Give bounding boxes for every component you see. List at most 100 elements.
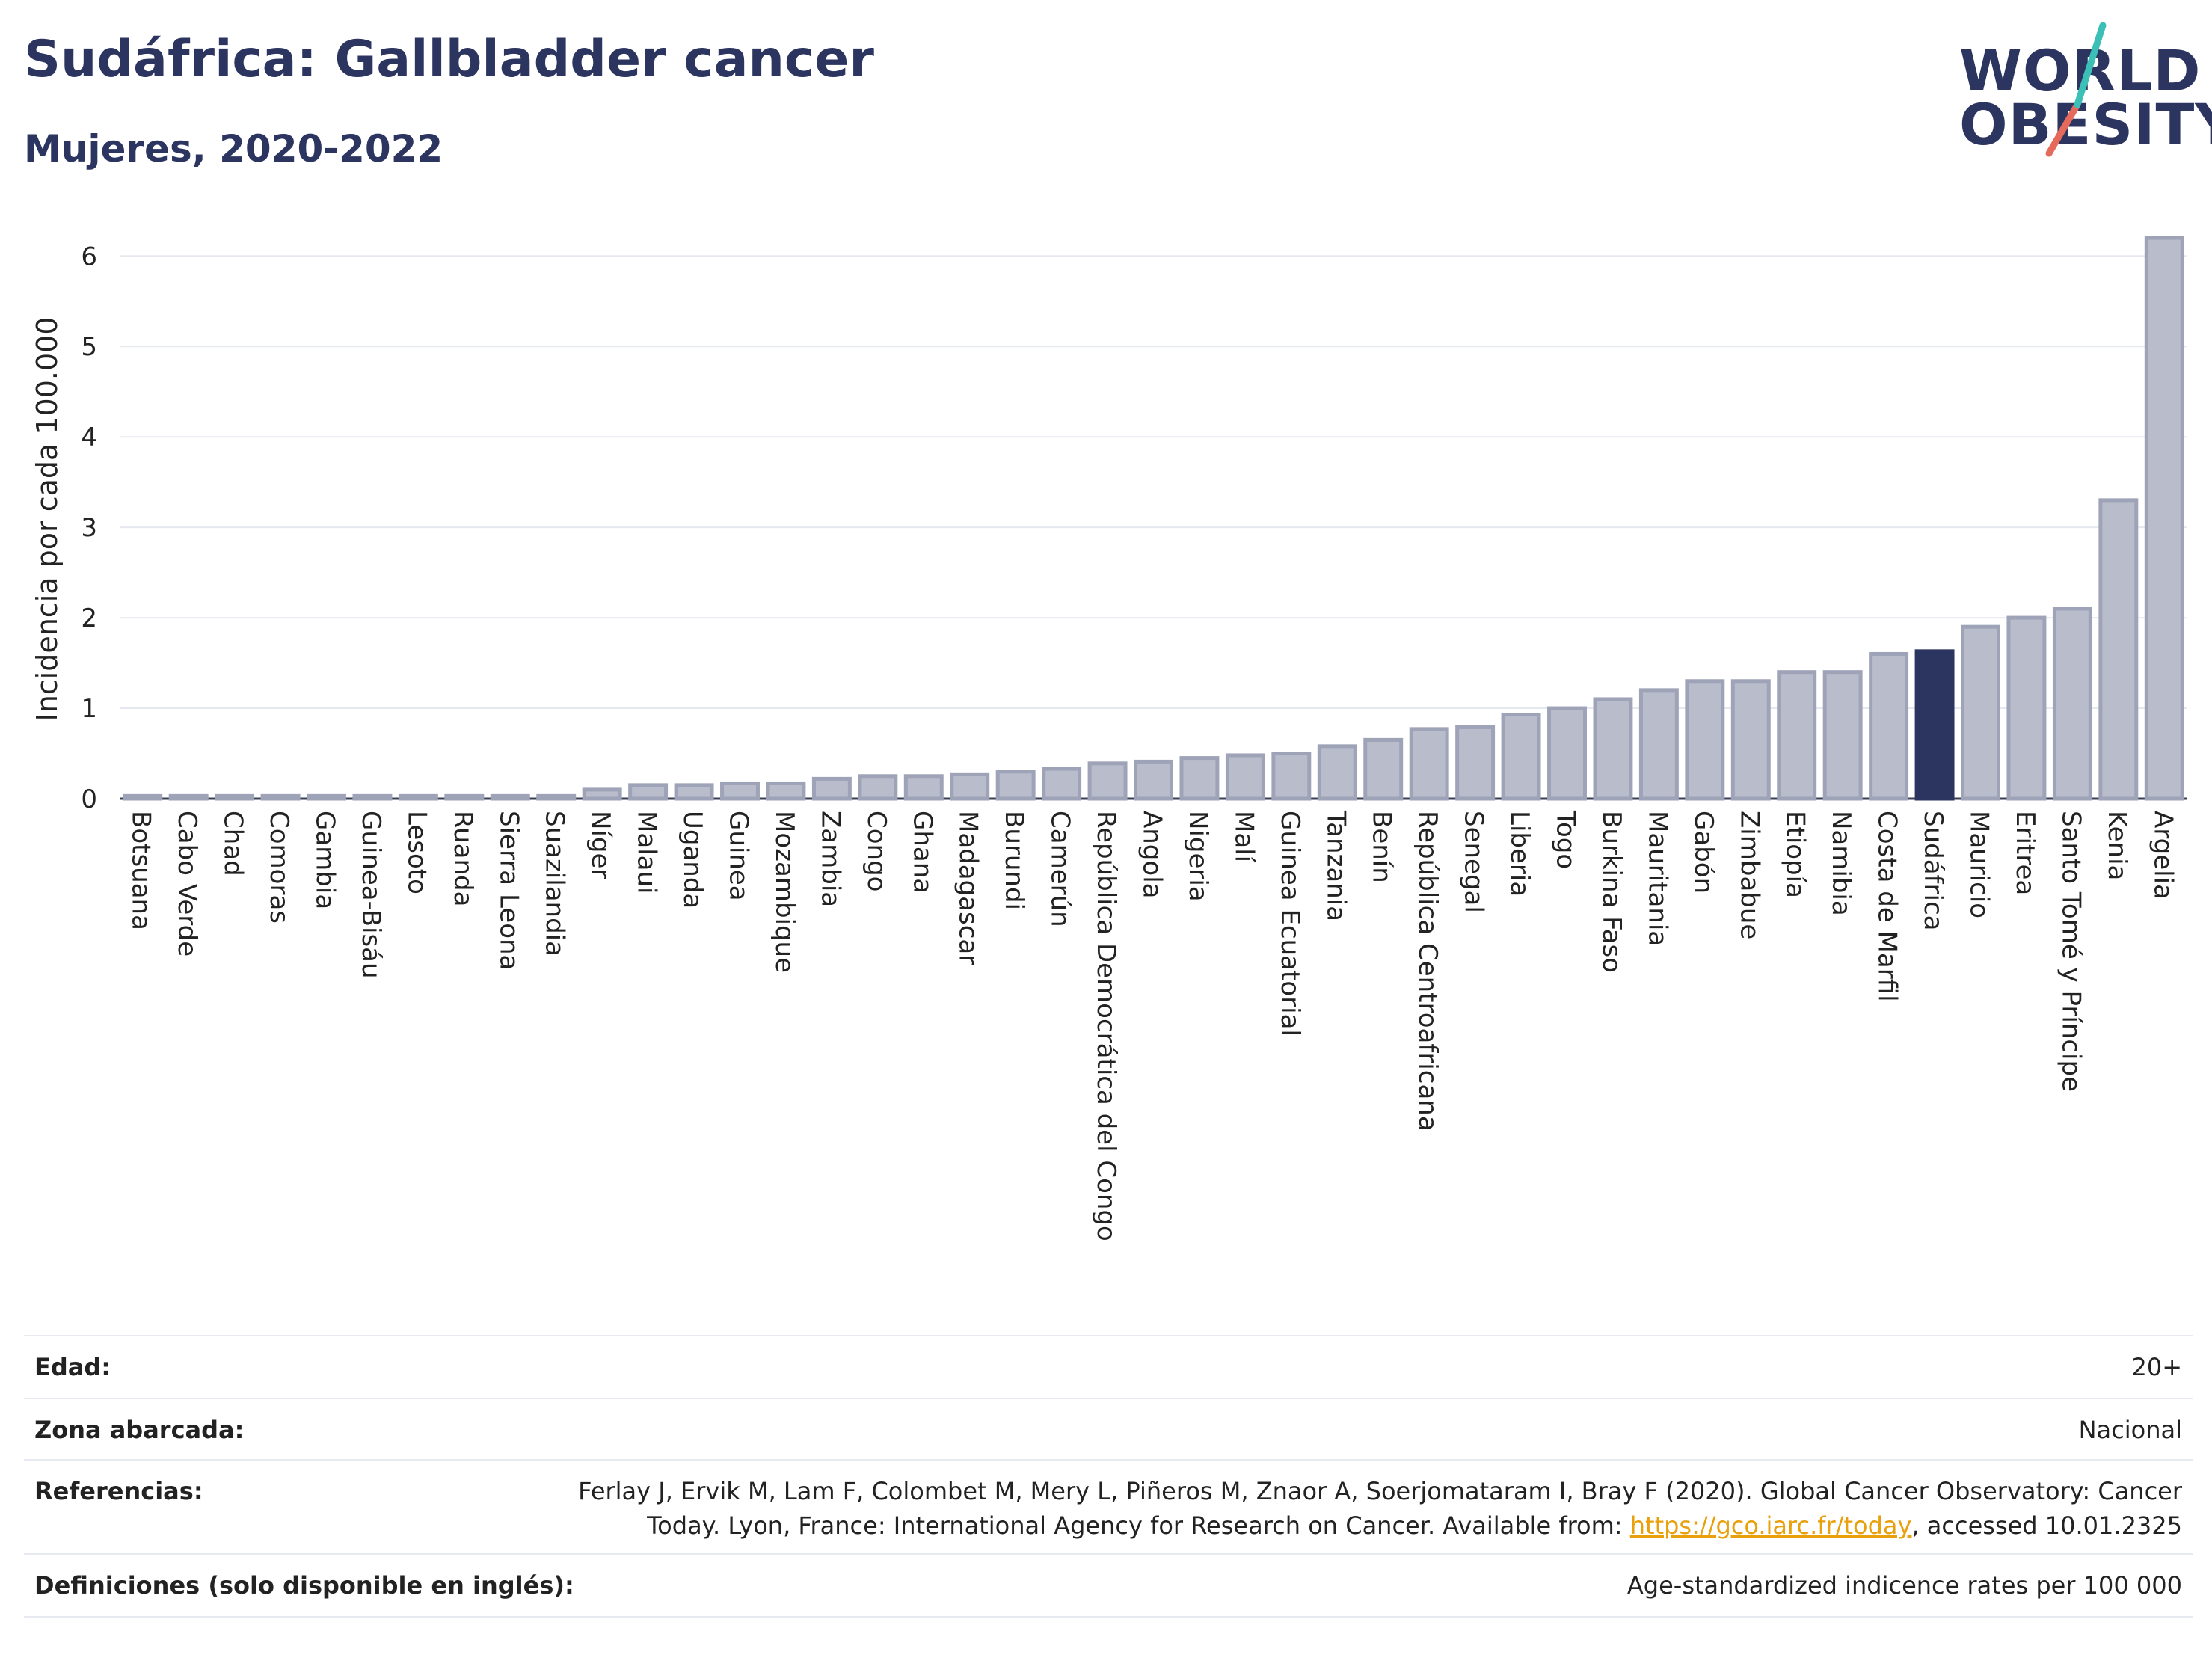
references-line-1: Ferlay J, Ervik M, Lam F, Colombet M, Me… <box>578 1477 2182 1505</box>
info-row-definitions: Definiciones (solo disponible en inglés)… <box>24 1553 2193 1618</box>
bar-25[interactable] <box>1271 752 1312 801</box>
bar-3[interactable] <box>260 793 301 801</box>
bar-34[interactable] <box>1685 679 1725 801</box>
y-tick-label: 3 <box>81 513 97 543</box>
info-label: Edad: <box>34 1353 111 1381</box>
bar-4[interactable] <box>307 793 346 801</box>
bar-12[interactable] <box>674 783 714 801</box>
bar-38[interactable] <box>1869 651 1909 801</box>
bar-14[interactable] <box>766 781 806 801</box>
x-tick-label: Malí <box>1229 811 1259 864</box>
x-tick-label: Comoras <box>264 811 294 924</box>
bar-40[interactable] <box>1961 624 2000 801</box>
x-tick-label: República Democrática del Congo <box>1091 811 1121 1241</box>
bar-32[interactable] <box>1593 697 1633 801</box>
y-tick-label: 2 <box>81 604 97 633</box>
x-tick-label: Ghana <box>907 811 937 894</box>
bar-24[interactable] <box>1225 753 1265 801</box>
bar-28[interactable] <box>1409 727 1449 801</box>
x-tick-label: Kenia <box>2102 811 2132 880</box>
bar-8[interactable] <box>490 793 530 801</box>
bar-37[interactable] <box>1822 670 1863 801</box>
x-tick-label: Gambia <box>310 811 340 909</box>
x-tick-label: Lesoto <box>402 811 431 894</box>
bar-33[interactable] <box>1638 688 1679 801</box>
x-tick-label: Mauricio <box>1964 811 1994 918</box>
x-tick-label: Burkina Faso <box>1597 811 1626 973</box>
bar-36[interactable] <box>1777 670 1817 801</box>
bar-39[interactable] <box>1914 649 1955 801</box>
x-tick-label: Ruanda <box>448 811 478 906</box>
bar-0[interactable] <box>123 793 163 801</box>
x-tick-label: Costa de Marfil <box>1872 811 1902 1002</box>
x-tick-label: Santo Tomé y Príncipe <box>2056 811 2086 1092</box>
x-tick-label: Nigeria <box>1183 811 1213 902</box>
x-tick-label: Guinea <box>724 811 754 901</box>
bar-26[interactable] <box>1317 744 1357 801</box>
bar-11[interactable] <box>628 783 669 801</box>
bar-13[interactable] <box>720 781 760 801</box>
x-tick-label: Chad <box>218 811 248 876</box>
x-tick-label: Mauritania <box>1642 811 1672 946</box>
bar-29[interactable] <box>1455 725 1496 801</box>
x-tick-label: Uganda <box>678 811 707 909</box>
bar-42[interactable] <box>2052 607 2092 801</box>
x-tick-label: Congo <box>861 811 891 891</box>
bar-20[interactable] <box>1042 767 1082 801</box>
bar-35[interactable] <box>1730 679 1771 801</box>
x-tick-label: Tanzania <box>1321 810 1351 921</box>
x-tick-label: Zambia <box>815 811 845 907</box>
bar-43[interactable] <box>2098 498 2139 801</box>
x-tick-label: Argelia <box>2148 811 2178 900</box>
x-tick-label: Eritrea <box>2010 811 2040 895</box>
bar-16[interactable] <box>858 774 898 801</box>
bar-44[interactable] <box>2144 236 2184 801</box>
references-text-post: , accessed 10.01.2325 <box>1911 1511 2182 1540</box>
bar-21[interactable] <box>1087 761 1128 801</box>
bar-9[interactable] <box>536 793 577 801</box>
bar-23[interactable] <box>1179 756 1220 801</box>
bars <box>123 236 2184 801</box>
y-tick-label: 0 <box>81 784 97 814</box>
x-tick-label: Suazilandia <box>540 811 570 957</box>
x-tick-label: Malaui <box>632 811 662 894</box>
bar-17[interactable] <box>903 774 944 801</box>
x-tick-label: Angola <box>1137 811 1167 898</box>
bar-1[interactable] <box>168 793 209 801</box>
x-tick-label: Mozambique <box>769 811 799 973</box>
bar-6[interactable] <box>398 793 438 801</box>
x-tick-label: Togo <box>1551 810 1581 869</box>
bar-10[interactable] <box>582 787 622 801</box>
x-tick-label: Namibia <box>1826 811 1856 916</box>
bar-2[interactable] <box>215 793 255 801</box>
info-row-area: Zona abarcada: Nacional <box>24 1398 2193 1461</box>
bar-27[interactable] <box>1363 737 1404 801</box>
bar-5[interactable] <box>352 793 393 801</box>
bar-chart: 0 1 2 3 4 5 6 Botsuana Cabo Verde Chad Comoras Gam… <box>31 236 2187 1241</box>
x-tick-labels: Botsuana Cabo Verde Chad Comoras Gambia Guine… <box>126 810 2178 1241</box>
references-link[interactable]: https://gco.iarc.fr/today <box>1629 1511 1912 1540</box>
x-tick-label: Senegal <box>1459 811 1489 913</box>
x-tick-label: Sudáfrica <box>1918 811 1948 930</box>
x-tick-label: República Centroafricana <box>1413 811 1443 1132</box>
x-tick-label: Burundi <box>999 811 1029 910</box>
y-ticks: 0 1 2 3 4 5 6 <box>81 242 97 814</box>
bar-18[interactable] <box>950 772 990 801</box>
info-value: 20+ <box>2131 1353 2182 1381</box>
x-tick-label: Guinea Ecuatorial <box>1275 811 1305 1037</box>
references-line-2: Today. Lyon, France: International Agenc… <box>462 1508 2182 1543</box>
bar-30[interactable] <box>1501 713 1541 801</box>
y-axis-label: Incidencia por cada 100.000 <box>31 316 64 721</box>
logo-slash-icon <box>2045 22 2107 157</box>
info-label: Definiciones (solo disponible en inglés)… <box>34 1571 574 1600</box>
bar-41[interactable] <box>2006 615 2047 801</box>
x-tick-label: Camerún <box>1045 811 1075 927</box>
bar-7[interactable] <box>444 793 485 801</box>
bar-15[interactable] <box>811 776 852 801</box>
x-tick-label: Cabo Verde <box>172 811 202 957</box>
bar-19[interactable] <box>995 770 1036 801</box>
x-tick-label: Botsuana <box>126 811 156 930</box>
bar-31[interactable] <box>1547 706 1587 801</box>
bar-22[interactable] <box>1134 759 1173 801</box>
info-label: Zona abarcada: <box>34 1416 245 1444</box>
